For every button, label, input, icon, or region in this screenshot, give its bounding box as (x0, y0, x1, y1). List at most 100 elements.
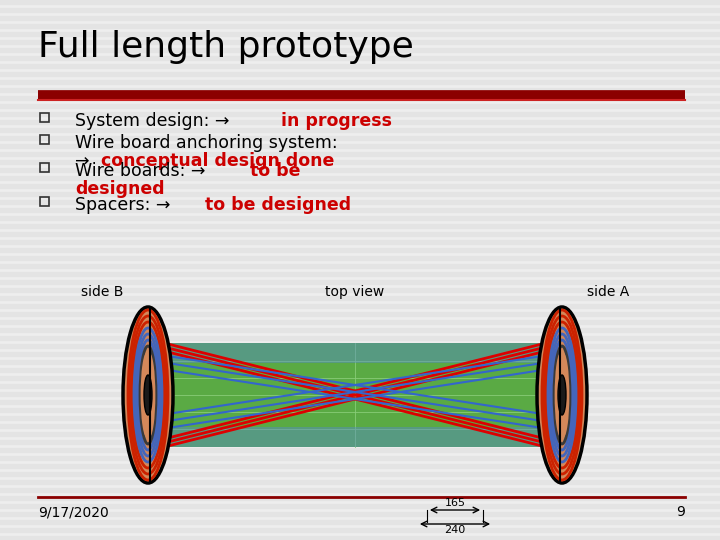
Bar (0, 64, 720, 68)
Polygon shape (560, 395, 562, 447)
Bar (0, 112, 720, 116)
Bar (0, 280, 720, 284)
Polygon shape (560, 343, 562, 395)
Polygon shape (150, 427, 560, 447)
Bar (0, 400, 720, 404)
Bar (0, 96, 720, 100)
Bar (150, 343, 560, 447)
Text: designed: designed (75, 180, 165, 198)
Text: 9: 9 (676, 505, 685, 519)
Bar (0, 408, 720, 412)
Bar (0, 504, 720, 508)
Bar (0, 464, 720, 468)
Bar (0, 352, 720, 356)
Bar (0, 160, 720, 164)
Bar (0, 344, 720, 348)
Text: Full length prototype: Full length prototype (38, 30, 414, 64)
Polygon shape (148, 395, 150, 447)
Bar (0, 240, 720, 244)
Ellipse shape (558, 375, 566, 415)
Bar (40, 163, 49, 172)
Bar (0, 312, 720, 316)
Polygon shape (150, 343, 560, 363)
Bar (0, 360, 720, 364)
Bar (0, 296, 720, 300)
Bar (0, 512, 720, 516)
Bar (0, 424, 720, 428)
Polygon shape (148, 343, 150, 395)
Bar (0, 536, 720, 540)
Bar (0, 448, 720, 452)
Bar (40, 135, 49, 144)
Ellipse shape (123, 307, 173, 483)
Bar (0, 440, 720, 444)
Bar (0, 192, 720, 196)
Bar (0, 200, 720, 204)
Bar (0, 104, 720, 108)
Bar (0, 472, 720, 476)
Text: in progress: in progress (282, 112, 392, 130)
Text: to be designed: to be designed (205, 196, 351, 214)
Text: side B: side B (81, 285, 123, 299)
Bar (0, 176, 720, 180)
Bar (0, 416, 720, 420)
Bar (0, 480, 720, 484)
Bar (0, 168, 720, 172)
Text: side A: side A (587, 285, 629, 299)
Bar (0, 72, 720, 76)
Bar (0, 208, 720, 212)
Bar (0, 232, 720, 236)
Text: Wire board anchoring system:: Wire board anchoring system: (75, 134, 338, 152)
Bar (0, 248, 720, 252)
Text: Wire boards: →: Wire boards: → (75, 162, 211, 180)
Text: 240: 240 (444, 525, 466, 535)
Bar (0, 144, 720, 148)
Ellipse shape (144, 375, 152, 415)
Bar (0, 8, 720, 12)
Polygon shape (560, 343, 562, 395)
Bar (0, 288, 720, 292)
Bar (0, 224, 720, 228)
Bar (0, 456, 720, 460)
Bar (0, 128, 720, 132)
Bar (0, 384, 720, 388)
Text: to be: to be (251, 162, 301, 180)
Text: conceptual design done: conceptual design done (101, 152, 334, 170)
Text: 9/17/2020: 9/17/2020 (38, 505, 109, 519)
Bar (0, 272, 720, 276)
Ellipse shape (537, 307, 587, 483)
Polygon shape (148, 343, 150, 395)
Bar (0, 216, 720, 220)
Bar (0, 328, 720, 332)
Bar (0, 40, 720, 44)
Bar (0, 136, 720, 140)
Bar (0, 24, 720, 28)
Polygon shape (148, 395, 150, 447)
Bar (0, 256, 720, 260)
Bar (0, 392, 720, 396)
Text: Spacers: →: Spacers: → (75, 196, 176, 214)
Polygon shape (560, 395, 562, 447)
Bar (0, 336, 720, 340)
Text: top view: top view (325, 285, 384, 299)
Bar (0, 16, 720, 20)
Bar (0, 48, 720, 52)
Text: System design: →: System design: → (75, 112, 235, 130)
Bar (40, 113, 49, 122)
Text: 165: 165 (444, 498, 466, 508)
Bar (0, 32, 720, 36)
Bar (40, 197, 49, 206)
Bar (0, 152, 720, 156)
Text: →: → (75, 152, 95, 170)
Bar (0, 304, 720, 308)
Bar (0, 432, 720, 436)
Bar (0, 496, 720, 500)
Bar (0, 184, 720, 188)
Bar (0, 368, 720, 372)
Bar (0, 376, 720, 380)
Bar (0, 120, 720, 124)
Bar (0, 528, 720, 532)
Bar (0, 520, 720, 524)
Bar (0, 264, 720, 268)
Bar (0, 0, 720, 4)
